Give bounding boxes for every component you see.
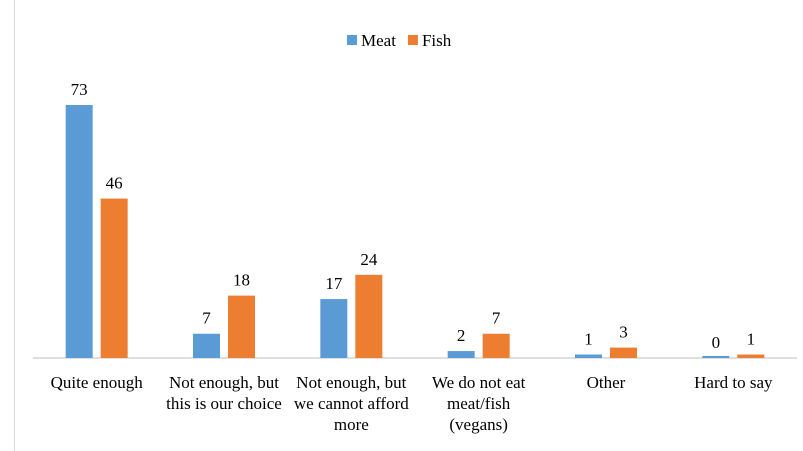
legend-swatch xyxy=(347,35,357,45)
data-label: 0 xyxy=(712,333,721,352)
bar xyxy=(482,333,510,358)
bar xyxy=(702,356,730,358)
bar xyxy=(228,295,255,358)
bar xyxy=(737,354,765,358)
data-label: 2 xyxy=(457,326,466,345)
bar xyxy=(193,333,220,358)
bar xyxy=(610,347,637,358)
data-label: 24 xyxy=(360,250,378,269)
chart-border xyxy=(14,0,15,451)
x-tick-label: Other xyxy=(586,373,626,392)
data-label: 73 xyxy=(71,80,88,99)
x-tick-label: Quite enough xyxy=(50,373,143,392)
bar xyxy=(575,354,602,358)
x-tick-label: Not enough, but this is our choice xyxy=(166,373,282,413)
data-label: 18 xyxy=(233,271,250,290)
bar xyxy=(355,274,383,358)
data-label: 1 xyxy=(747,330,756,349)
bar xyxy=(65,105,93,358)
data-label: 7 xyxy=(202,309,211,328)
x-tick-label: Not enough, but we cannot afford more xyxy=(293,373,409,434)
data-label: 1 xyxy=(584,330,593,349)
legend-swatch xyxy=(407,35,418,45)
bar xyxy=(447,351,475,358)
x-tick-label: We do not eat meat/fish (vegans) xyxy=(431,373,526,434)
data-label: 3 xyxy=(619,323,628,342)
bar xyxy=(320,299,348,358)
legend-label: Fish xyxy=(422,31,452,50)
legend-label: Meat xyxy=(361,31,396,50)
x-tick-label: Hard to say xyxy=(694,373,773,392)
data-label: 7 xyxy=(492,309,501,328)
data-label: 17 xyxy=(325,274,343,293)
data-label: 46 xyxy=(106,174,123,193)
bar xyxy=(100,198,128,358)
